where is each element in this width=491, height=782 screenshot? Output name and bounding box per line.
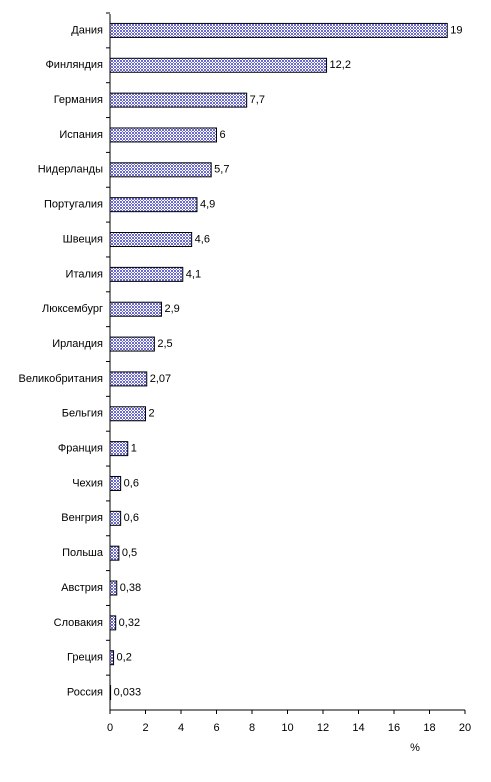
category-label: Великобритания bbox=[19, 373, 104, 385]
category-label: Австрия bbox=[61, 582, 103, 594]
value-label: 1 bbox=[131, 443, 137, 455]
bar bbox=[109, 685, 112, 701]
category-label: Дания bbox=[71, 24, 103, 36]
x-tick-label: 6 bbox=[213, 722, 219, 734]
value-label: 4,1 bbox=[186, 268, 201, 280]
bar bbox=[109, 580, 118, 596]
x-tick-label: 4 bbox=[178, 722, 184, 734]
category-label: Венгрия bbox=[61, 512, 103, 524]
value-label: 2,5 bbox=[157, 338, 172, 350]
bar bbox=[109, 441, 129, 457]
value-label: 4,9 bbox=[200, 199, 215, 211]
value-label: 0,6 bbox=[124, 512, 139, 524]
bar bbox=[109, 92, 248, 108]
bar bbox=[109, 266, 184, 282]
bar bbox=[109, 232, 193, 248]
x-tick-label: 20 bbox=[459, 722, 471, 734]
bar bbox=[109, 57, 328, 73]
value-label: 0,32 bbox=[119, 617, 140, 629]
category-label: Польша bbox=[62, 547, 104, 559]
category-label: Греция bbox=[67, 652, 103, 664]
bar bbox=[109, 127, 217, 143]
x-tick-label: 14 bbox=[352, 722, 364, 734]
value-label: 6 bbox=[220, 129, 226, 141]
category-label: Россия bbox=[67, 686, 103, 698]
value-label: 12,2 bbox=[330, 59, 351, 71]
value-label: 2,07 bbox=[150, 373, 171, 385]
value-label: 0,38 bbox=[120, 582, 141, 594]
bar bbox=[109, 475, 122, 491]
bar bbox=[109, 162, 212, 178]
x-tick-label: 18 bbox=[423, 722, 435, 734]
bar bbox=[109, 650, 115, 666]
x-axis-label: % bbox=[410, 742, 420, 754]
category-label: Нидерланды bbox=[38, 164, 103, 176]
bar bbox=[109, 406, 146, 422]
value-label: 0,033 bbox=[114, 686, 142, 698]
x-tick-label: 16 bbox=[388, 722, 400, 734]
value-label: 0,6 bbox=[124, 477, 139, 489]
x-tick-label: 10 bbox=[281, 722, 293, 734]
category-label: Франция bbox=[58, 443, 103, 455]
value-label: 4,6 bbox=[195, 233, 210, 245]
value-label: 2 bbox=[149, 408, 155, 420]
category-label: Бельгия bbox=[62, 408, 103, 420]
category-label: Чехия bbox=[72, 477, 103, 489]
bar bbox=[109, 371, 148, 387]
category-label: Италия bbox=[66, 268, 104, 280]
x-tick-label: 0 bbox=[107, 722, 113, 734]
value-label: 19 bbox=[450, 24, 462, 36]
value-label: 7,7 bbox=[250, 94, 265, 106]
bar bbox=[109, 301, 162, 317]
category-label: Испания bbox=[59, 129, 103, 141]
bar bbox=[109, 336, 155, 352]
category-label: Португалия bbox=[44, 199, 103, 211]
x-tick-label: 2 bbox=[142, 722, 148, 734]
bar bbox=[109, 545, 120, 561]
value-label: 2,9 bbox=[164, 303, 179, 315]
x-tick-label: 8 bbox=[249, 722, 255, 734]
category-label: Ирландия bbox=[52, 338, 103, 350]
bar bbox=[109, 510, 122, 526]
value-label: 0,2 bbox=[117, 652, 132, 664]
category-label: Финляндия bbox=[45, 59, 103, 71]
category-label: Словакия bbox=[54, 617, 103, 629]
x-tick-label: 12 bbox=[317, 722, 329, 734]
bar bbox=[109, 615, 117, 631]
value-label: 5,7 bbox=[214, 164, 229, 176]
value-label: 0,5 bbox=[122, 547, 137, 559]
bar bbox=[109, 197, 198, 213]
category-label: Германия bbox=[54, 94, 103, 106]
bar bbox=[109, 22, 448, 38]
category-label: Швеция bbox=[63, 233, 103, 245]
category-label: Люксембург bbox=[42, 303, 103, 315]
